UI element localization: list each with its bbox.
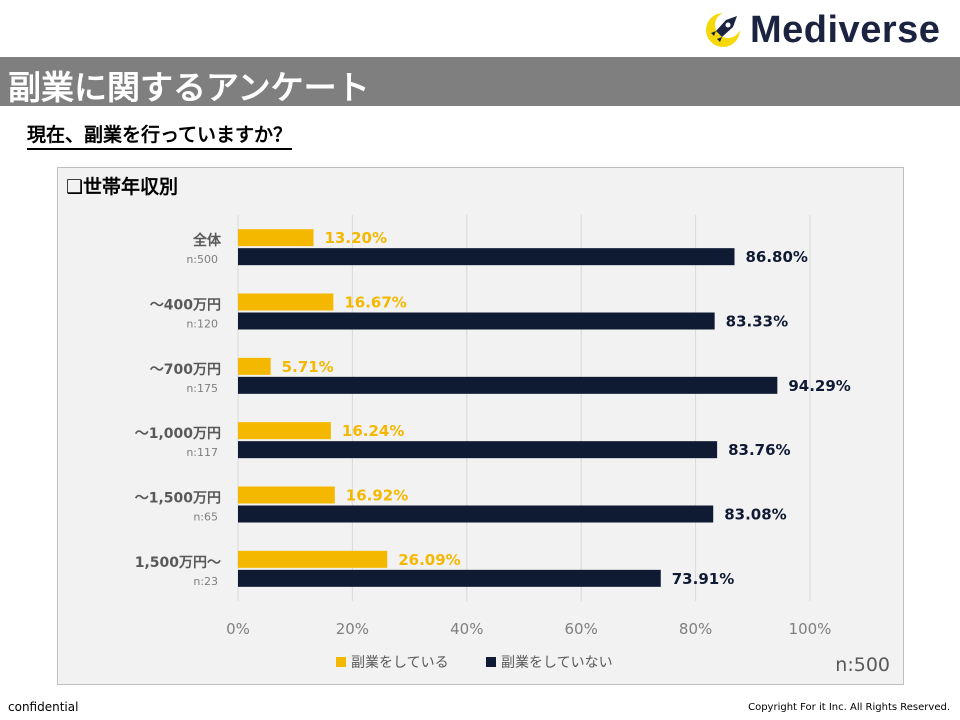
survey-question: 現在、副業を行っていますか？ [27,120,293,150]
bar-yes-2 [238,357,271,375]
category-n-2: n:175 [186,382,218,395]
x-tick-label-4: 80% [679,620,712,638]
category-label-4: ～1,500万円 [135,491,221,507]
bar-yes-1 [238,293,334,311]
category-n-5: n:23 [193,575,218,588]
data-label-no-2: 94.29% [788,377,850,395]
sample-size-note: n:500 [835,654,890,676]
x-tick-label-3: 60% [565,620,598,638]
x-tick-label-1: 20% [336,620,369,638]
bar-no-3 [238,441,718,459]
category-label-5: 1,500万円～ [135,555,221,571]
brand-logo: Mediverse [702,8,940,52]
bar-no-4 [238,505,714,523]
legend-swatch-1 [486,657,496,667]
data-label-no-0: 86.80% [745,248,807,266]
chart-title: ❑世帯年収別 [66,175,178,198]
confidential-label: confidential [8,700,79,714]
bar-yes-4 [238,486,335,504]
legend-label-0: 副業をしている [351,655,449,671]
data-label-yes-1: 16.67% [344,294,406,312]
category-label-1: ～400万円 [150,298,221,314]
brand-name: Mediverse [750,8,941,51]
bar-chart: ❑世帯年収別 13.20% 86.80% 全体 n:500 16.67% 83.33% ～40… [66,175,890,676]
page-title: 副業に関するアンケート [8,68,370,107]
x-tick-label-0: 0% [226,620,250,638]
data-label-yes-5: 26.09% [398,551,460,569]
legend-label-1: 副業をしていない [501,655,613,671]
category-label-2: ～700万円 [150,362,221,378]
bar-yes-3 [238,422,331,440]
bar-no-5 [238,569,661,587]
data-label-no-3: 83.76% [728,441,790,459]
data-label-yes-4: 16.92% [346,487,408,505]
data-label-yes-0: 13.20% [325,229,387,247]
bar-yes-5 [238,550,388,568]
chart-panel: ❑世帯年収別 13.20% 86.80% 全体 n:500 16.67% 83.33% ～40… [57,167,904,685]
x-tick-label-5: 100% [789,620,832,638]
category-n-0: n:500 [186,253,218,266]
bar-no-2 [238,376,778,394]
data-label-yes-2: 5.71% [282,358,334,376]
category-n-1: n:120 [186,318,218,331]
bar-no-0 [238,248,735,266]
legend-swatch-0 [336,657,346,667]
x-tick-label-2: 40% [450,620,483,638]
data-label-yes-3: 16.24% [342,422,404,440]
data-label-no-1: 83.33% [726,313,788,331]
bar-yes-0 [238,229,314,247]
title-bar: 副業に関するアンケート [0,57,960,107]
copyright-text: Copyright For it Inc. All Rights Reserve… [748,702,950,713]
category-label-0: 全体 [192,232,222,249]
bar-no-1 [238,312,715,330]
category-label-3: ～1,000万円 [135,426,221,442]
rocket-moon-icon [706,13,740,47]
category-n-4: n:65 [193,511,218,524]
data-label-no-4: 83.08% [724,506,786,524]
category-n-3: n:117 [186,446,218,459]
data-label-no-5: 73.91% [672,570,734,588]
